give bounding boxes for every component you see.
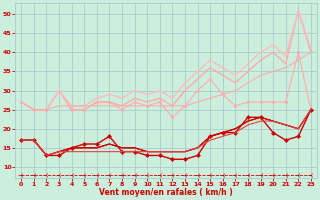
X-axis label: Vent moyen/en rafales ( km/h ): Vent moyen/en rafales ( km/h ) [99,188,233,197]
